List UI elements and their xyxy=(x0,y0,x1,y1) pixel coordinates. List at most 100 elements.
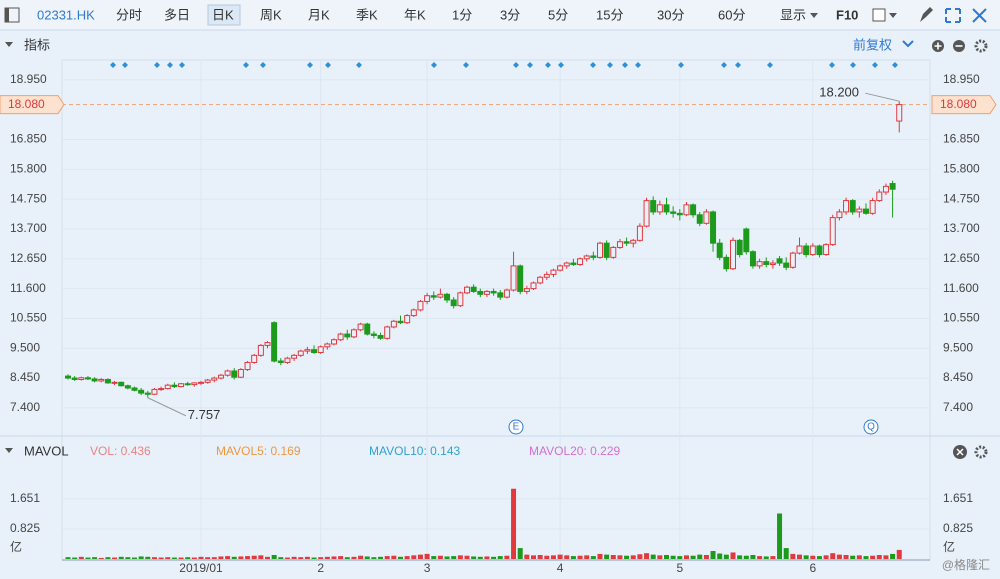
volume-bar xyxy=(557,554,563,559)
candle-body xyxy=(464,286,470,294)
volume-bar xyxy=(757,556,763,559)
event-dot[interactable] xyxy=(527,62,533,68)
period-tab[interactable]: 季K xyxy=(356,7,378,22)
period-tab[interactable]: 60分 xyxy=(718,7,745,22)
box-icon[interactable] xyxy=(872,8,886,22)
y-tick-label: 7.400 xyxy=(10,400,40,414)
event-dot[interactable] xyxy=(735,62,741,68)
event-dot[interactable] xyxy=(167,62,173,68)
event-dot[interactable] xyxy=(829,62,835,68)
event-marker[interactable] xyxy=(508,419,524,435)
event-dot[interactable] xyxy=(558,62,564,68)
volume-bar xyxy=(98,557,104,559)
period-tab[interactable]: 1分 xyxy=(452,7,472,22)
period-tab[interactable]: 3分 xyxy=(500,7,520,22)
volume-bar xyxy=(464,555,470,559)
event-dot[interactable] xyxy=(122,62,128,68)
period-tab[interactable]: 15分 xyxy=(596,7,623,22)
period-tab[interactable]: 月K xyxy=(308,7,330,22)
period-tab[interactable]: 周K xyxy=(260,7,282,22)
event-dot[interactable] xyxy=(154,62,160,68)
volume-bar xyxy=(883,555,889,559)
x-tick-label: 2019/01 xyxy=(179,561,223,575)
event-dot[interactable] xyxy=(721,62,727,68)
candle-body xyxy=(490,290,497,294)
current-price-label: 18.080 xyxy=(8,97,45,111)
event-dot[interactable] xyxy=(325,62,331,68)
volume-bar xyxy=(870,555,876,559)
plus xyxy=(934,42,942,50)
period-tab[interactable]: 年K xyxy=(404,7,426,22)
volume-bar xyxy=(291,556,297,559)
candle-body xyxy=(517,265,524,292)
collapse-arrow[interactable] xyxy=(5,42,13,47)
event-dot[interactable] xyxy=(110,62,116,68)
candle-body xyxy=(743,228,750,253)
period-tab[interactable]: 日K xyxy=(212,7,234,22)
annotation-label: 7.757 xyxy=(188,407,221,422)
volume-bar xyxy=(597,553,603,559)
candle-body xyxy=(191,382,198,386)
candle-body xyxy=(543,273,550,278)
volume-bar xyxy=(570,556,576,559)
draw-icon[interactable] xyxy=(920,7,933,22)
period-tab[interactable]: 分时 xyxy=(116,7,142,22)
event-dot[interactable] xyxy=(307,62,313,68)
volume-bar xyxy=(457,555,463,559)
period-tab[interactable]: 5分 xyxy=(548,7,568,22)
volume-bar xyxy=(484,556,490,559)
event-dot[interactable] xyxy=(260,62,266,68)
volume-bar xyxy=(311,557,317,559)
volume-bar xyxy=(750,554,756,559)
expand-icon[interactable] xyxy=(972,8,987,23)
event-dot[interactable] xyxy=(767,62,773,68)
candle-body xyxy=(257,344,264,356)
volume-unit: 亿 xyxy=(943,539,955,554)
event-dot[interactable] xyxy=(431,62,437,68)
event-dot[interactable] xyxy=(892,62,898,68)
event-dot[interactable] xyxy=(356,62,362,68)
event-dot[interactable] xyxy=(635,62,641,68)
period-tab[interactable]: 30分 xyxy=(657,7,684,22)
candle-body xyxy=(809,245,816,256)
period-tab[interactable]: 多日 xyxy=(164,7,190,22)
event-dot[interactable] xyxy=(463,62,469,68)
settings[interactable] xyxy=(974,39,988,53)
volume-bar xyxy=(151,557,157,559)
active-tab xyxy=(207,4,241,26)
settings[interactable] xyxy=(974,445,988,459)
collapse-arrow[interactable] xyxy=(5,448,13,453)
event-dot[interactable] xyxy=(850,62,856,68)
event-dot[interactable] xyxy=(678,62,684,68)
event-dot[interactable] xyxy=(243,62,249,68)
event-dot[interactable] xyxy=(872,62,878,68)
volume-bar xyxy=(577,555,583,559)
candle-body xyxy=(656,204,663,213)
candle-body xyxy=(856,208,863,213)
volume-bar xyxy=(657,555,663,559)
event-dot[interactable] xyxy=(622,62,628,68)
y-tick-label: 11.600 xyxy=(943,281,979,295)
event-marker[interactable] xyxy=(863,419,879,435)
y-tick-label: 14.750 xyxy=(943,191,980,205)
candle-body xyxy=(344,333,351,338)
adjust-mode[interactable]: 前复权 xyxy=(853,37,892,52)
event-dot[interactable] xyxy=(545,62,551,68)
y-tick-label: 8.450 xyxy=(943,370,973,384)
volume-bar xyxy=(205,557,211,559)
volume-bar xyxy=(677,556,683,559)
event-dot[interactable] xyxy=(607,62,613,68)
event-dot[interactable] xyxy=(513,62,519,68)
volume-bar xyxy=(564,555,570,559)
fullscreen-icon[interactable] xyxy=(945,8,961,23)
display-menu[interactable]: 显示 xyxy=(780,7,806,22)
f10-button[interactable]: F10 xyxy=(836,7,858,22)
candle-body xyxy=(470,286,477,292)
event-dot[interactable] xyxy=(590,62,596,68)
adjust-arrow[interactable] xyxy=(902,40,914,48)
volume-bar xyxy=(810,555,816,559)
candle-body xyxy=(623,241,630,244)
symbol[interactable]: 02331.HK xyxy=(37,7,95,22)
event-dot[interactable] xyxy=(179,62,185,68)
candle-body xyxy=(284,357,291,363)
